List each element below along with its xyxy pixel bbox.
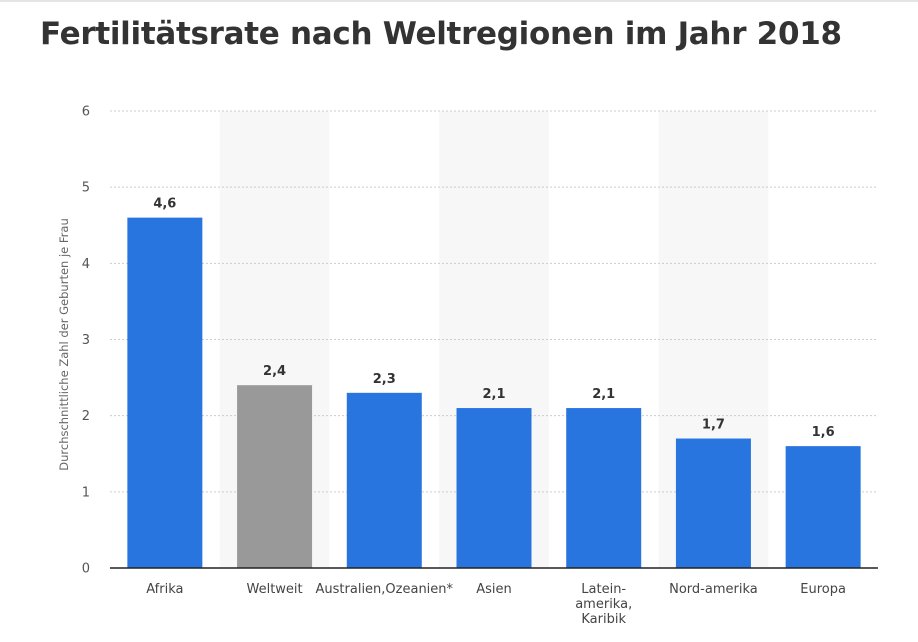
x-category-label: Latein-amerika, Karibik <box>575 582 632 627</box>
x-category-label: Afrika <box>146 582 183 597</box>
data-label: 1,7 <box>702 418 725 433</box>
bar <box>237 385 313 568</box>
y-tick-label: 4 <box>82 257 90 272</box>
data-label: 1,6 <box>812 425 835 440</box>
bar <box>785 446 861 568</box>
top-divider <box>0 0 918 2</box>
y-tick-label: 1 <box>82 485 90 500</box>
x-category-label: Nord-amerika <box>669 582 758 597</box>
data-label: 4,6 <box>153 197 176 212</box>
bar <box>675 438 751 568</box>
y-axis-label: Durchschnittliche Zahl der Geburten je F… <box>57 218 71 471</box>
bar <box>456 408 532 568</box>
y-tick-label: 5 <box>82 181 90 196</box>
x-category-label: Australien,Ozeanien* <box>316 582 454 597</box>
bar <box>127 217 203 568</box>
x-category-label: Europa <box>800 582 846 597</box>
bar <box>566 408 642 568</box>
data-label: 2,4 <box>263 364 286 379</box>
y-tick-label: 6 <box>82 105 90 120</box>
y-tick-label: 3 <box>82 333 90 348</box>
bar <box>346 392 422 568</box>
x-category-label: Weltweit <box>247 582 303 597</box>
data-label: 2,1 <box>482 387 505 402</box>
y-tick-label: 0 <box>82 562 90 577</box>
chart-title: Fertilitätsrate nach Weltregionen im Jah… <box>40 16 842 52</box>
data-label: 2,1 <box>592 387 615 402</box>
x-category-label: Asien <box>476 582 512 597</box>
data-label: 2,3 <box>373 372 396 387</box>
y-tick-label: 2 <box>82 409 90 424</box>
